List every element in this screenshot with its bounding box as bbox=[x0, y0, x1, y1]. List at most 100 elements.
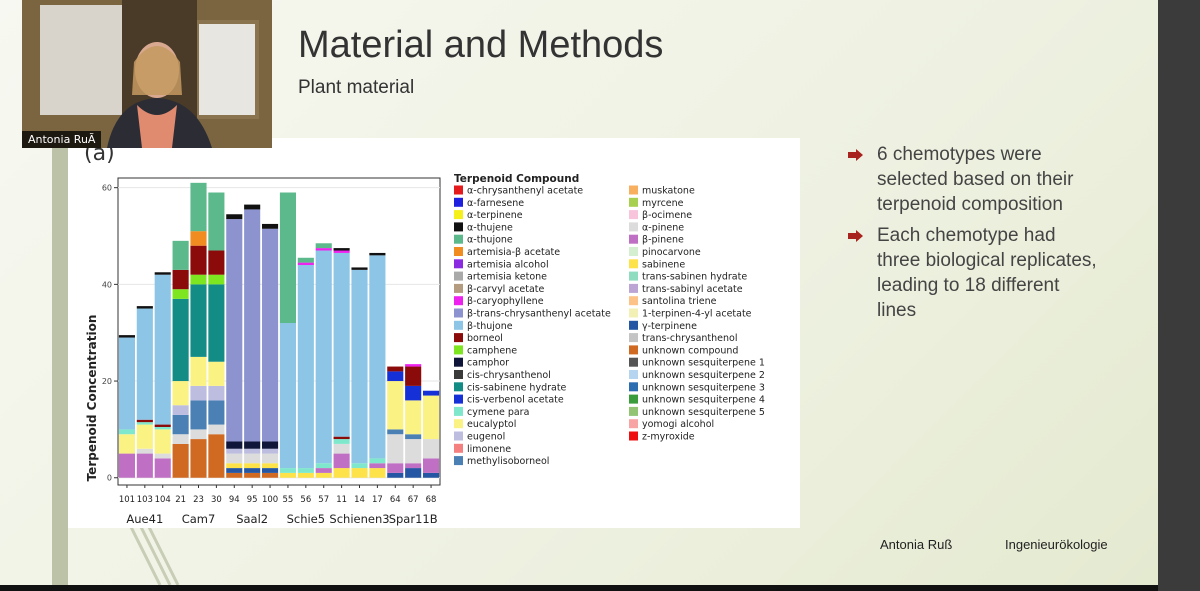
x-tick-label: 30 bbox=[211, 495, 222, 505]
bar-segment bbox=[423, 472, 440, 478]
bar-segment bbox=[244, 468, 261, 473]
legend-label: trans-chrysanthenol bbox=[642, 333, 737, 344]
bar-segment bbox=[279, 323, 296, 469]
legend-label: camphor bbox=[467, 358, 509, 369]
bar-segment bbox=[315, 250, 332, 464]
bar-segment bbox=[208, 385, 225, 401]
bar-segment bbox=[190, 231, 207, 246]
x-tick-label: 57 bbox=[318, 495, 329, 505]
legend-swatch bbox=[454, 271, 463, 281]
x-tick-label: 101 bbox=[119, 495, 135, 505]
legend-label: unknown sesquiterpene 2 bbox=[642, 370, 765, 381]
bar-segment bbox=[351, 468, 368, 478]
bar-segment bbox=[136, 424, 153, 449]
bar-segment bbox=[315, 243, 332, 249]
bar-segment bbox=[262, 223, 279, 229]
bar-segment bbox=[279, 192, 296, 324]
plot-background bbox=[117, 177, 441, 486]
x-tick-label: 95 bbox=[247, 495, 258, 505]
bar-segment bbox=[351, 267, 368, 270]
legend-swatch bbox=[629, 382, 638, 392]
legend-swatch bbox=[454, 185, 463, 195]
bar-segment bbox=[136, 419, 153, 423]
legend-swatch bbox=[454, 333, 463, 343]
legend-label: β-pinene bbox=[642, 235, 684, 246]
bar-segment bbox=[279, 472, 296, 478]
legend-swatch bbox=[454, 394, 463, 404]
legend-swatch bbox=[454, 210, 463, 220]
bar-segment bbox=[333, 439, 350, 444]
decor-lines bbox=[128, 525, 180, 585]
legend-swatch bbox=[454, 431, 463, 441]
legend-label: γ-terpinene bbox=[642, 321, 697, 332]
legend-swatch bbox=[629, 394, 638, 404]
bar-segment bbox=[172, 240, 189, 270]
bar-segment bbox=[172, 443, 189, 478]
bullet: 6 chemotypes were selected based on thei… bbox=[848, 142, 1102, 217]
legend-label: eucalyptol bbox=[467, 419, 516, 430]
y-tick-label: 0 bbox=[107, 474, 112, 483]
legend-swatch bbox=[629, 345, 638, 355]
legend-swatch bbox=[454, 259, 463, 269]
legend-swatch bbox=[454, 456, 463, 466]
bar-segment bbox=[297, 265, 314, 469]
bar-segment bbox=[226, 441, 243, 449]
bar-segment bbox=[136, 306, 153, 309]
bar-segment bbox=[172, 381, 189, 406]
bar-segment bbox=[154, 274, 171, 425]
bar-segment bbox=[405, 400, 422, 435]
bar-segment bbox=[262, 441, 279, 449]
bar-segment bbox=[208, 192, 225, 251]
bar-segment bbox=[226, 219, 243, 442]
legend-swatch bbox=[454, 419, 463, 429]
bar-segment bbox=[315, 472, 332, 478]
bar-segment bbox=[136, 422, 153, 425]
bar-segment bbox=[333, 250, 350, 253]
legend-label: β-caryophyllene bbox=[467, 296, 544, 307]
participant-video[interactable]: Antonia RuÃ bbox=[22, 0, 272, 148]
legend-label: trans-sabinyl acetate bbox=[642, 284, 743, 295]
bar-segment bbox=[387, 381, 404, 430]
bar-segment bbox=[172, 434, 189, 444]
legend-label: unknown sesquiterpene 4 bbox=[642, 395, 765, 406]
bullet-icon bbox=[848, 230, 863, 242]
legend-label: limonene bbox=[467, 444, 511, 455]
bar-segment bbox=[351, 463, 368, 469]
legend-swatch bbox=[629, 357, 638, 367]
bar-segment bbox=[208, 424, 225, 435]
legend-swatch bbox=[629, 271, 638, 281]
legend-label: sabinene bbox=[642, 259, 685, 270]
legend-label: unknown sesquiterpene 5 bbox=[642, 407, 765, 418]
chart: (a) Terpenoid Concentration Terpenoid Co… bbox=[84, 141, 765, 526]
legend-label: α-pinene bbox=[642, 222, 684, 233]
bar-segment bbox=[262, 228, 279, 442]
bar-segment bbox=[262, 472, 279, 478]
bar-segment bbox=[262, 448, 279, 454]
legend-label: 1-terpinen-4-yl acetate bbox=[642, 309, 752, 320]
bar-segment bbox=[244, 441, 261, 449]
legend-swatch bbox=[454, 357, 463, 367]
legend-swatch bbox=[629, 234, 638, 244]
x-tick-label: 14 bbox=[354, 495, 365, 505]
bar-segment bbox=[405, 468, 422, 478]
bullet-text: 6 chemotypes were selected based on thei… bbox=[877, 144, 1074, 215]
legend-label: α-terpinene bbox=[467, 210, 523, 221]
legend-swatch bbox=[629, 283, 638, 293]
bar-segment bbox=[333, 436, 350, 440]
bar-segment bbox=[118, 337, 135, 430]
x-tick-label: 68 bbox=[426, 495, 437, 505]
decor-stripe bbox=[52, 148, 68, 585]
legend-swatch bbox=[454, 283, 463, 293]
bar-segment bbox=[154, 424, 171, 427]
legend-swatch bbox=[454, 234, 463, 244]
legend-label: β-trans-chrysanthenyl acetate bbox=[467, 309, 611, 320]
legend-label: α-chrysanthenyl acetate bbox=[467, 186, 583, 197]
legend-swatch bbox=[454, 247, 463, 256]
bar-segment bbox=[208, 250, 225, 275]
bar-segment bbox=[190, 429, 207, 440]
bar-segment bbox=[244, 463, 261, 469]
legend-label: cymene para bbox=[467, 407, 529, 418]
group-label: Schienen3 bbox=[329, 512, 389, 526]
x-tick-label: 23 bbox=[193, 495, 204, 505]
bar-segment bbox=[387, 472, 404, 478]
